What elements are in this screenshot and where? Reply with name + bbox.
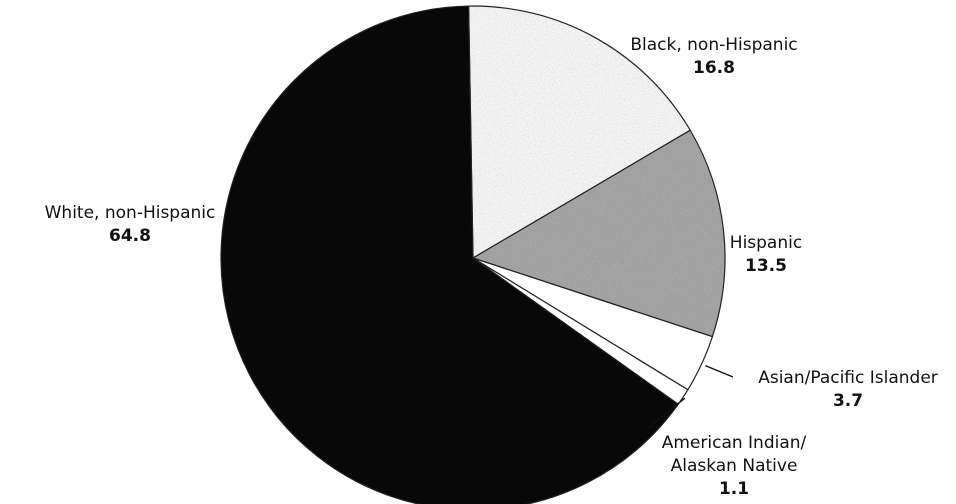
slice-value-3: 3.7 (833, 391, 863, 411)
pie-slice-2 (471, 129, 726, 338)
slice-label-4-line-1: Alaskan Native (671, 456, 798, 476)
slice-value-0: 64.8 (109, 226, 151, 246)
slice-value-4: 1.1 (719, 479, 749, 499)
slice-value-2: 13.5 (745, 256, 787, 276)
slice-label-1: Black, non-Hispanic (630, 35, 797, 55)
slice-label-2: Hispanic (730, 233, 802, 253)
pie-slices (220, 5, 726, 504)
leader-line-4 (647, 397, 686, 429)
slice-value-1: 16.8 (693, 58, 735, 78)
leader-line-3 (705, 364, 734, 378)
slice-label-0: White, non-Hispanic (45, 203, 216, 223)
slice-labels: White, non-Hispanic 64.8 Black, non-Hispan… (45, 35, 938, 499)
slice-label-3: Asian/Pacific Islander (758, 368, 938, 388)
pie-slice-0 (220, 5, 680, 504)
slice-label-4-line-0: American Indian/ (662, 433, 807, 453)
pie-slice-1 (467, 5, 692, 260)
label-leaders (647, 364, 734, 429)
